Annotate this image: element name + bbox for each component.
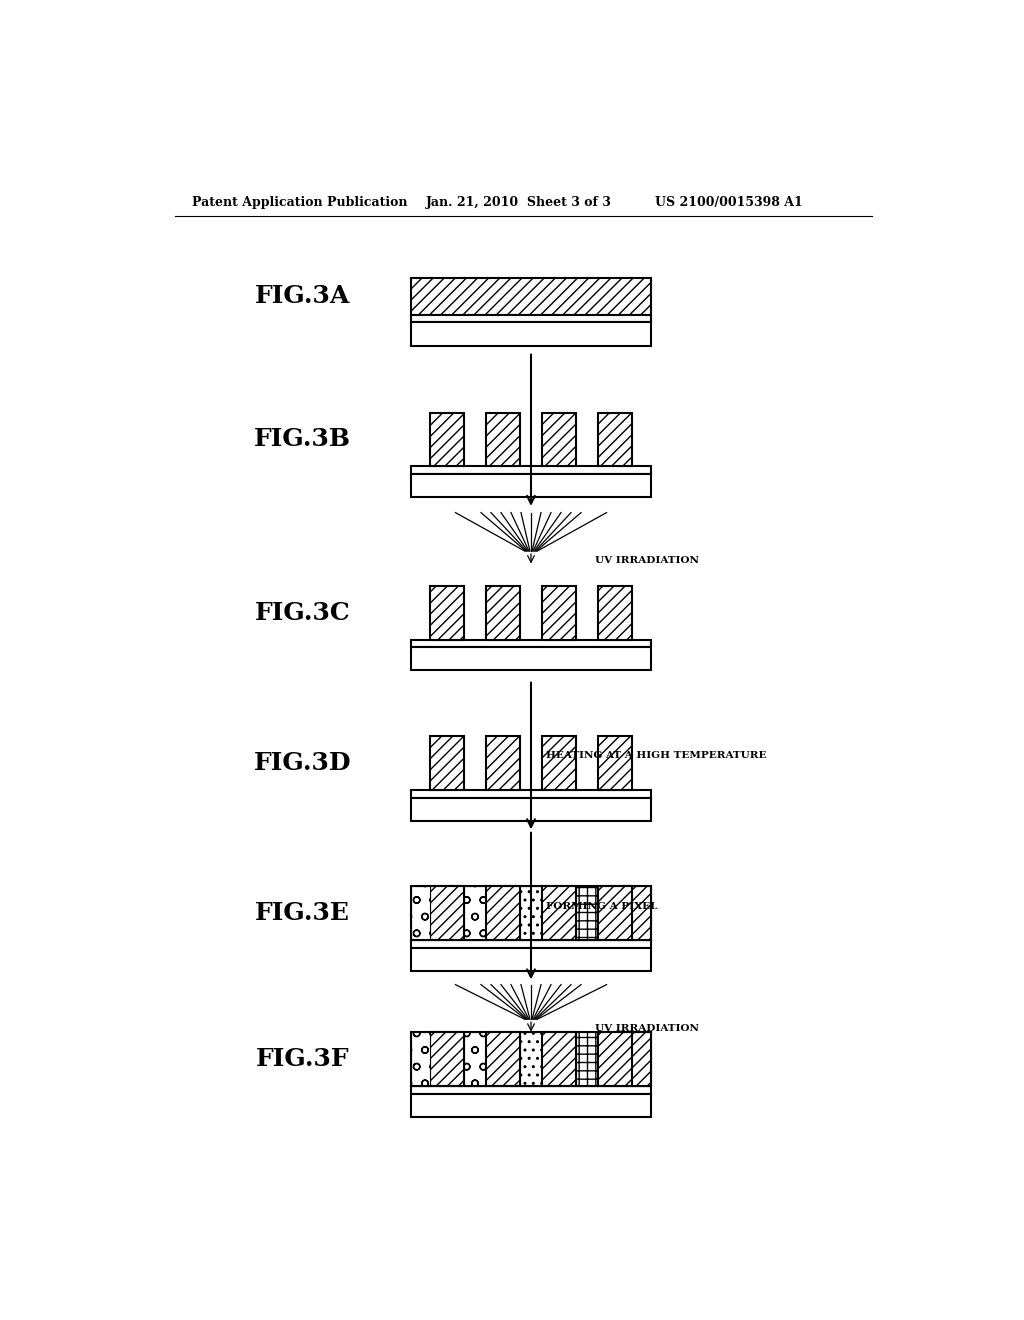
Bar xyxy=(542,413,575,466)
Bar xyxy=(411,886,651,940)
Text: FORMING A PIXEL: FORMING A PIXEL xyxy=(547,902,658,911)
Bar xyxy=(411,466,651,474)
Bar xyxy=(430,586,464,640)
Bar xyxy=(520,1032,542,1086)
Bar xyxy=(632,886,651,940)
Text: FIG.3D: FIG.3D xyxy=(254,751,351,775)
Bar xyxy=(598,413,632,466)
Bar xyxy=(430,1032,464,1086)
Bar xyxy=(411,277,651,314)
Bar xyxy=(520,886,542,940)
Bar xyxy=(411,647,651,671)
Bar xyxy=(411,948,651,970)
Bar xyxy=(575,886,598,940)
Bar xyxy=(486,413,520,466)
Bar xyxy=(632,1032,651,1086)
Bar xyxy=(411,322,651,346)
Bar xyxy=(411,1086,651,1094)
Bar xyxy=(411,474,651,498)
Bar xyxy=(575,1032,598,1086)
Text: Jan. 21, 2010  Sheet 3 of 3: Jan. 21, 2010 Sheet 3 of 3 xyxy=(426,195,612,209)
Bar xyxy=(542,586,575,640)
Bar xyxy=(430,413,464,466)
Bar xyxy=(464,1032,486,1086)
Bar xyxy=(598,737,632,789)
Bar xyxy=(430,737,464,789)
Text: FIG.3F: FIG.3F xyxy=(256,1047,349,1072)
Bar xyxy=(411,940,651,948)
Bar xyxy=(486,737,520,789)
Bar xyxy=(598,886,632,940)
Bar xyxy=(542,886,575,940)
Bar xyxy=(542,737,575,789)
Bar xyxy=(411,314,651,322)
Bar xyxy=(542,1032,575,1086)
Text: FIG.3E: FIG.3E xyxy=(255,902,350,925)
Bar xyxy=(486,586,520,640)
Text: UV IRRADIATION: UV IRRADIATION xyxy=(595,556,698,565)
Text: US 2100/0015398 A1: US 2100/0015398 A1 xyxy=(655,195,803,209)
Bar xyxy=(411,1032,651,1086)
Bar xyxy=(486,1032,520,1086)
Bar xyxy=(411,1032,430,1086)
Bar xyxy=(430,886,464,940)
Text: FIG.3B: FIG.3B xyxy=(254,428,351,451)
Bar xyxy=(411,886,430,940)
Bar xyxy=(486,886,520,940)
Text: FIG.3C: FIG.3C xyxy=(255,601,350,624)
Bar xyxy=(464,886,486,940)
Text: HEATING AT A HIGH TEMPERATURE: HEATING AT A HIGH TEMPERATURE xyxy=(547,751,767,760)
Bar xyxy=(411,640,651,647)
Text: FIG.3A: FIG.3A xyxy=(255,284,350,309)
Bar xyxy=(411,797,651,821)
Bar xyxy=(411,1094,651,1117)
Bar xyxy=(411,789,651,797)
Text: Patent Application Publication: Patent Application Publication xyxy=(191,195,408,209)
Bar xyxy=(598,586,632,640)
Text: UV IRRADIATION: UV IRRADIATION xyxy=(595,1024,698,1034)
Bar xyxy=(598,1032,632,1086)
